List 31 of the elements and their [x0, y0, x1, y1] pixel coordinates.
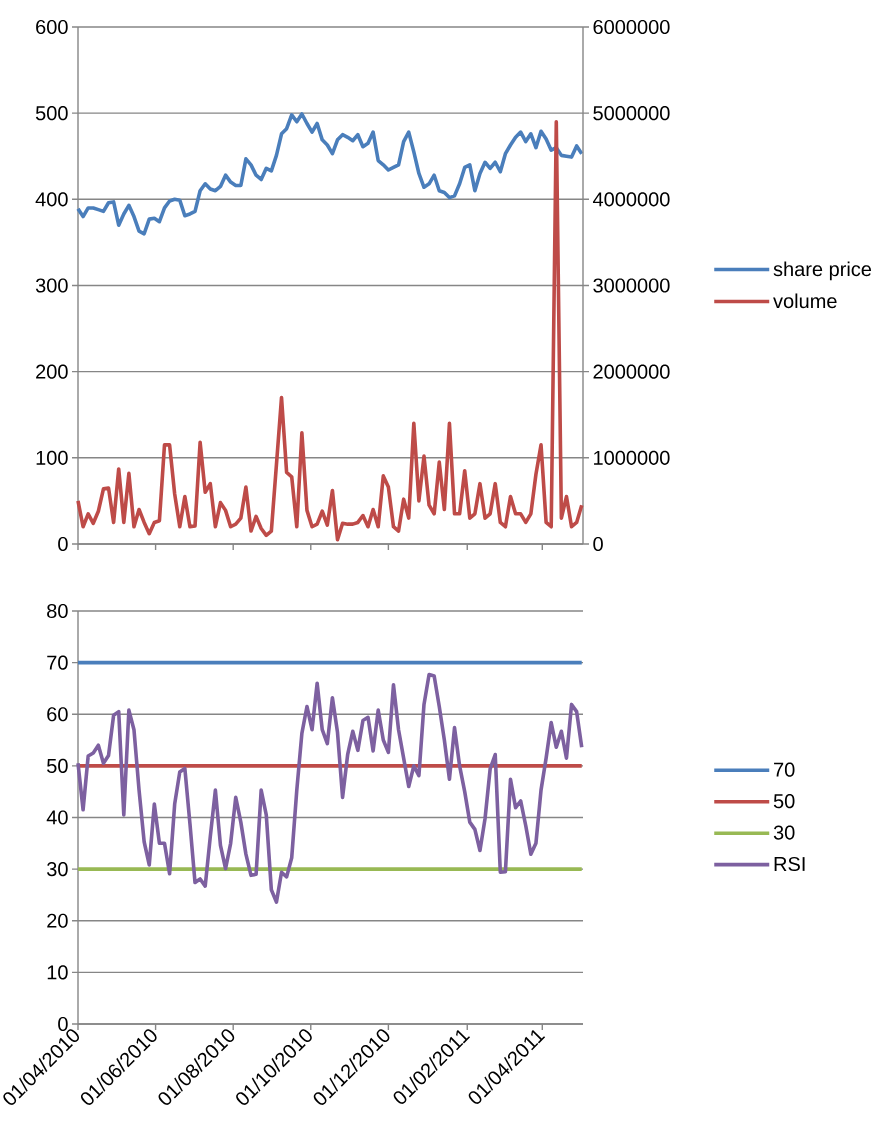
y-tick-label: 80 — [47, 603, 68, 619]
y-tick-label: 200 — [36, 364, 68, 379]
y-tick-label: 100 — [36, 450, 68, 465]
y-tick-label: 50 — [47, 758, 68, 773]
legend-label: 30 — [773, 825, 795, 840]
y2-tick-label: 3000000 — [593, 278, 670, 293]
y-tick-label: 300 — [35, 278, 68, 293]
y-tick-label: 20 — [47, 913, 68, 928]
legend-label: 50 — [773, 794, 795, 809]
y-tick-label: 400 — [35, 192, 68, 207]
line-series — [76, 672, 584, 904]
y-tick-label: 0 — [58, 536, 68, 552]
y-tick-label: 30 — [47, 862, 68, 877]
y-tick-label: 40 — [46, 810, 68, 825]
y2-tick-label: 4000000 — [592, 192, 670, 207]
y-tick-label: 60 — [47, 707, 68, 722]
y2-tick-label: 1000000 — [594, 450, 670, 465]
line-series — [76, 112, 584, 236]
legend-label: 70 — [774, 762, 795, 777]
y-tick-label: 10 — [47, 965, 68, 980]
y2-tick-label: 6000000 — [593, 19, 670, 35]
y2-tick-label: 2000000 — [593, 364, 670, 379]
y-tick-label: 0 — [58, 1016, 68, 1032]
legend-label: share price — [773, 261, 872, 281]
y-tick-label: 500 — [35, 106, 68, 121]
y-tick-label: 70 — [47, 655, 68, 670]
legend-label: volume — [773, 293, 837, 309]
y2-tick-label: 0 — [593, 536, 603, 552]
y-tick-label: 600 — [36, 19, 68, 35]
y2-tick-label: 5000000 — [593, 106, 670, 121]
legend-label: RSI — [774, 856, 805, 872]
